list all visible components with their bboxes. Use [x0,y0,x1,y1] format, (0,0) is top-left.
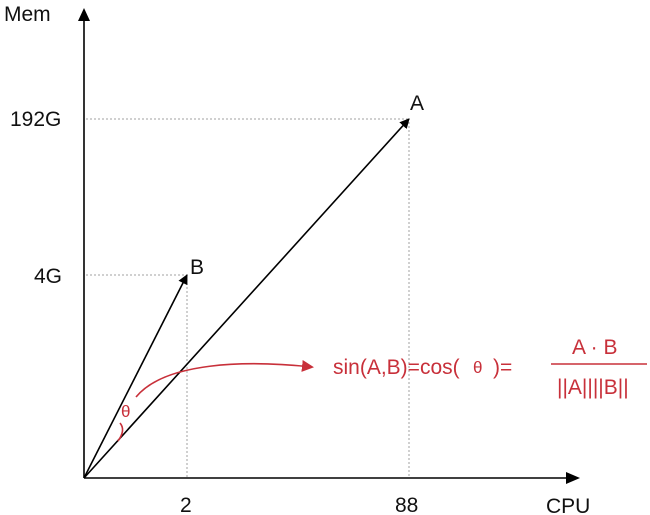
y-tick-4g: 4G [34,265,62,288]
curved-arrow [135,359,314,398]
formula-rhs-close: )= [493,356,512,379]
y-axis-arrowhead [78,8,90,21]
angle-arc [117,422,124,442]
x-axis-arrowhead [566,472,580,484]
formula-numerator: A · B [572,336,618,359]
y-tick-192g: 192G [10,108,61,131]
vector-b-label: B [190,256,204,279]
angle-theta-label: θ [121,402,130,421]
vector-a-label: A [410,92,424,115]
formula-lhs: sin(A,B)=cos( [333,356,460,379]
formula-denominator: ||A||||B|| [557,376,629,399]
formula-theta: θ [473,358,482,377]
x-tick-2: 2 [180,494,192,515]
y-axis-label: Mem [4,3,51,26]
x-tick-88: 88 [395,494,418,515]
vector-b [83,274,188,479]
x-axis-label: CPU [546,495,590,515]
vector-a [83,118,410,479]
